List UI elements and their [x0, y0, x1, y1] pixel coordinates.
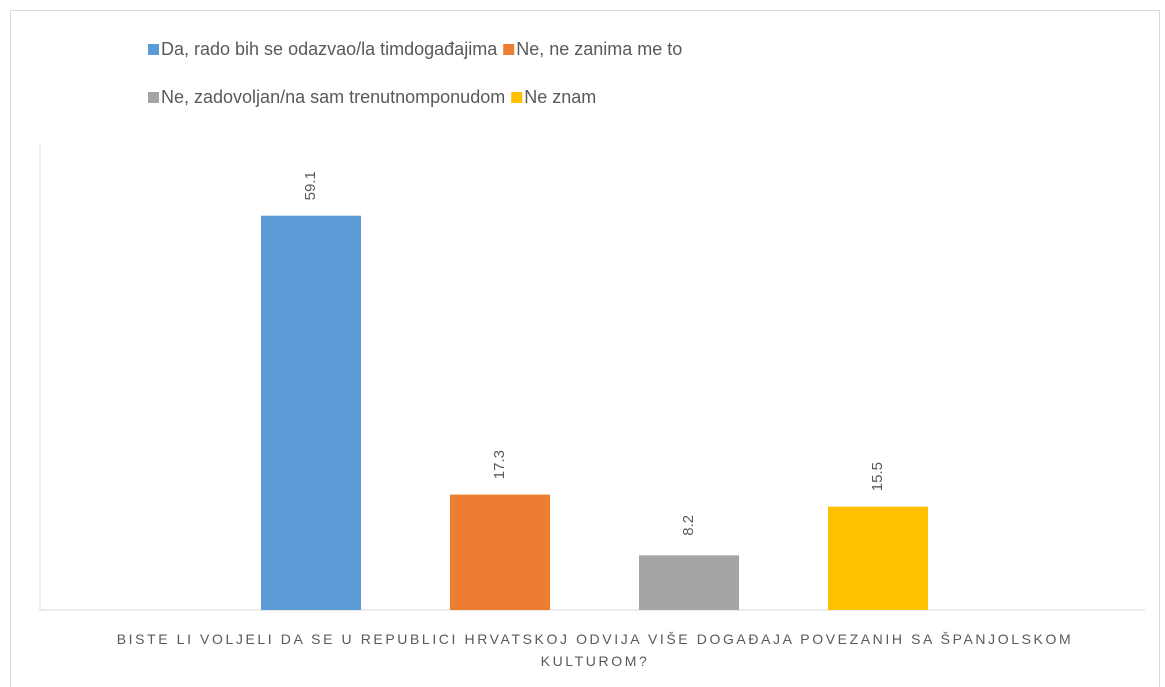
data-label: 59.1 [302, 171, 319, 200]
legend-swatch [511, 92, 523, 103]
legend-label: Ne znam [524, 87, 596, 107]
data-label: 15.5 [869, 462, 886, 491]
bar [828, 506, 928, 610]
data-label: 8.2 [680, 515, 697, 536]
chart-border [10, 10, 1160, 687]
legend-swatch [148, 44, 159, 55]
legend-swatch [148, 92, 159, 103]
bar [261, 215, 361, 610]
legend-label: Ne, zadovoljan/na sam trenutnomponudom [161, 87, 505, 107]
bar [639, 555, 739, 610]
legend-label: Ne, ne zanima me to [516, 39, 682, 59]
x-category-label: BISTE LI VOLJELI DA SE U REPUBLICI HRVAT… [116, 631, 1074, 669]
legend-label: Da, rado bih se odazvao/la timdogađajima [161, 39, 498, 59]
bar [450, 494, 550, 610]
data-label: 17.3 [491, 450, 508, 479]
legend-swatch [503, 44, 515, 55]
